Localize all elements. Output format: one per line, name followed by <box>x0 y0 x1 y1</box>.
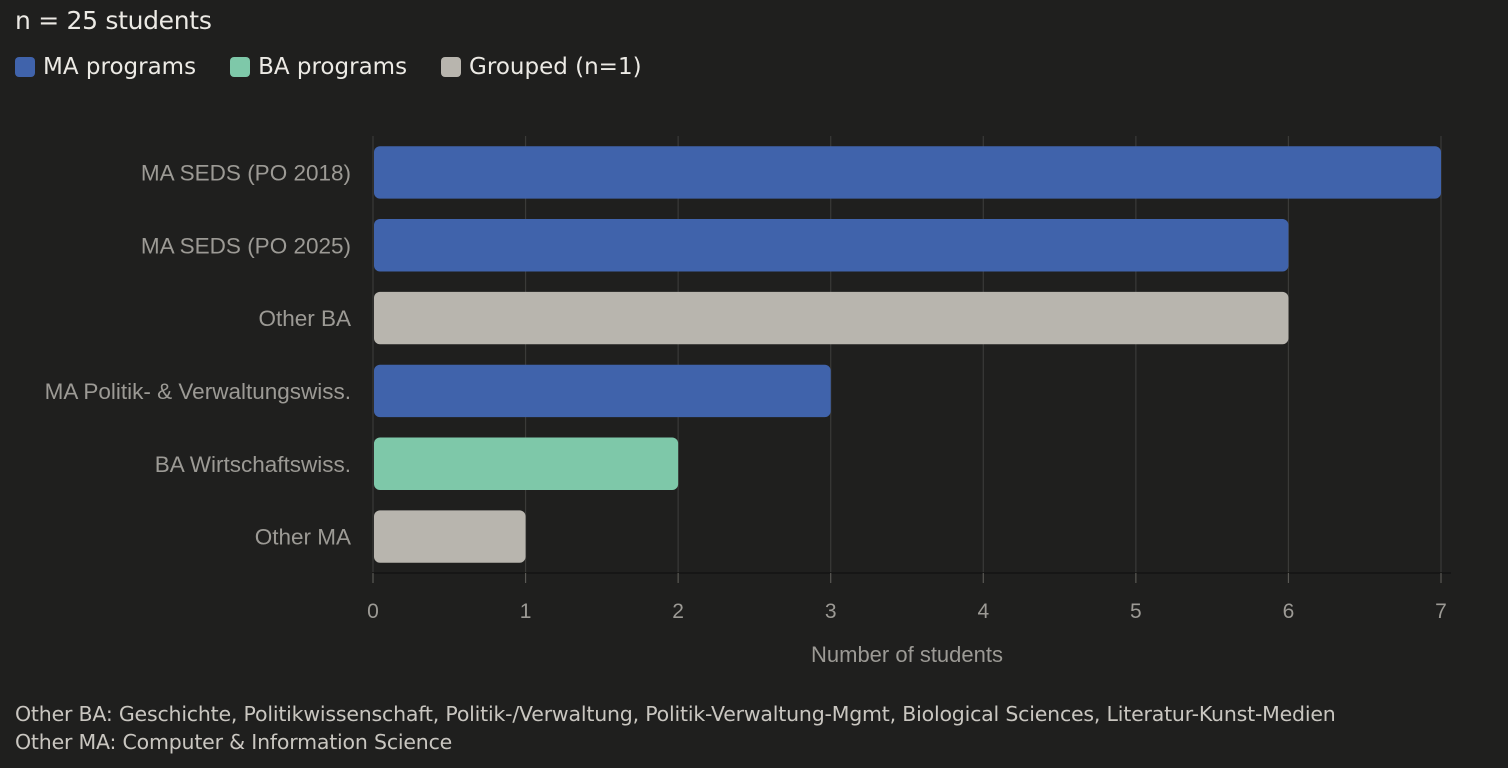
legend-swatch-grouped <box>441 57 462 77</box>
legend-label-grouped: Grouped (n=1) <box>469 54 642 80</box>
y-category-label-1: MA SEDS (PO 2025) <box>141 233 351 258</box>
bar-2 <box>374 291 1289 345</box>
bar-1 <box>374 219 1289 272</box>
x-tick-label-7: 7 <box>1435 600 1447 623</box>
footnotes: Other BA: Geschichte, Politikwissenschaf… <box>15 700 1336 756</box>
footnote-other-ma: Other MA: Computer & Information Science <box>15 730 453 754</box>
x-tick-label-6: 6 <box>1283 600 1295 623</box>
x-tick-label-0: 0 <box>367 600 379 623</box>
legend-item-ma[interactable]: MA programs <box>15 54 196 80</box>
x-tick-label-2: 2 <box>672 600 684 623</box>
x-tick-label-4: 4 <box>977 600 989 623</box>
y-category-label-0: MA SEDS (PO 2018) <box>141 160 351 185</box>
legend-label-ma: MA programs <box>43 54 197 80</box>
x-tick-label-1: 1 <box>520 600 532 623</box>
bar-4 <box>374 437 679 490</box>
legend-label-ba: BA programs <box>258 54 408 80</box>
y-category-label-3: MA Politik- & Verwaltungswiss. <box>45 379 351 404</box>
legend-swatch-ba <box>230 57 251 77</box>
x-tick-label-5: 5 <box>1130 600 1142 623</box>
y-category-label-4: BA Wirtschaftswiss. <box>155 452 351 477</box>
y-category-label-2: Other BA <box>258 306 351 331</box>
bar-3 <box>374 364 831 418</box>
chart-subtitle: n = 25 students <box>15 6 212 35</box>
x-tick-label-3: 3 <box>825 600 837 623</box>
legend-swatch-ma <box>15 57 35 77</box>
y-category-label-5: Other MA <box>255 525 351 550</box>
x-axis-label: Number of students <box>811 642 1003 667</box>
bar-5 <box>374 510 526 563</box>
legend-item-grouped[interactable]: Grouped (n=1) <box>441 54 642 80</box>
legend-item-ba[interactable]: BA programs <box>230 54 407 80</box>
legend: MA programs BA programs Grouped (n=1) <box>15 54 642 80</box>
footnote-other-ba: Other BA: Geschichte, Politikwissenschaf… <box>15 702 1336 726</box>
bar-0 <box>374 146 1441 199</box>
